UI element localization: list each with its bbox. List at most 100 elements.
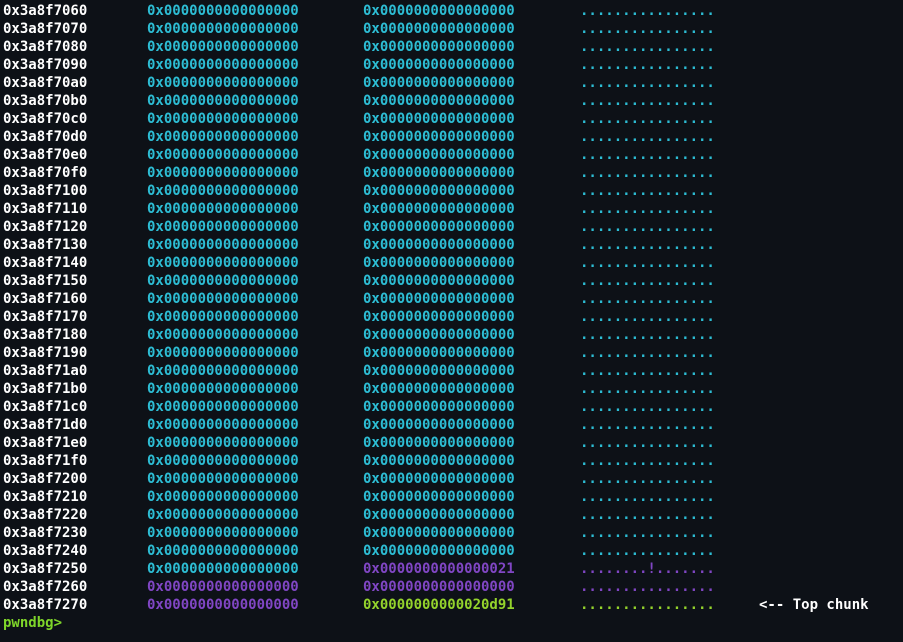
ascii-dump: ................ xyxy=(580,309,715,325)
qword-value-1: 0x0000000000000000 xyxy=(147,597,299,613)
memory-address: 0x3a8f7260 xyxy=(3,579,88,595)
ascii-dump: ................ xyxy=(580,507,715,523)
ascii-dump: ................ xyxy=(580,165,715,181)
qword-value-1: 0x0000000000000000 xyxy=(147,309,299,325)
qword-value-1: 0x0000000000000000 xyxy=(147,93,299,109)
qword-value-2: 0x0000000000000000 xyxy=(363,39,515,55)
ascii-dump: ................ xyxy=(580,597,715,613)
qword-value-2: 0x0000000000000000 xyxy=(363,201,515,217)
memory-address: 0x3a8f7120 xyxy=(3,219,88,235)
memory-address: 0x3a8f7110 xyxy=(3,201,88,217)
memory-address: 0x3a8f70c0 xyxy=(3,111,88,127)
memory-address: 0x3a8f70b0 xyxy=(3,93,88,109)
qword-value-2: 0x0000000000000000 xyxy=(363,237,515,253)
qword-value-2: 0x0000000000000000 xyxy=(363,435,515,451)
ascii-dump: ................ xyxy=(580,435,715,451)
qword-value-2: 0x0000000000000000 xyxy=(363,147,515,163)
qword-value-2: 0x0000000000000000 xyxy=(363,543,515,559)
memory-address: 0x3a8f7060 xyxy=(3,3,88,19)
qword-value-2: 0x0000000000000000 xyxy=(363,93,515,109)
qword-value-1: 0x0000000000000000 xyxy=(147,579,299,595)
qword-value-1: 0x0000000000000000 xyxy=(147,237,299,253)
memory-row: 0x3a8f70c0 0x0000000000000000 0x0000000000… xyxy=(0,110,903,128)
memory-row: 0x3a8f70d0 0x0000000000000000 0x0000000000… xyxy=(0,128,903,146)
qword-value-2: 0x0000000000000000 xyxy=(363,3,515,19)
ascii-dump: ................ xyxy=(580,219,715,235)
memory-address: 0x3a8f71b0 xyxy=(3,381,88,397)
memory-address: 0x3a8f7200 xyxy=(3,471,88,487)
qword-value-1: 0x0000000000000000 xyxy=(147,561,299,577)
ascii-dump: ................ xyxy=(580,417,715,433)
memory-row: 0x3a8f7150 0x0000000000000000 0x0000000000… xyxy=(0,272,903,290)
ascii-dump: ................ xyxy=(580,57,715,73)
qword-value-2: 0x0000000000020d91 xyxy=(363,597,515,613)
ascii-dump: ................ xyxy=(580,399,715,415)
memory-row: 0x3a8f7190 0x0000000000000000 0x0000000000… xyxy=(0,344,903,362)
ascii-dump: ................ xyxy=(580,363,715,379)
qword-value-1: 0x0000000000000000 xyxy=(147,345,299,361)
qword-value-1: 0x0000000000000000 xyxy=(147,165,299,181)
memory-row: 0x3a8f7220 0x0000000000000000 0x0000000000… xyxy=(0,506,903,524)
ascii-dump: ................ xyxy=(580,489,715,505)
ascii-dump: ................ xyxy=(580,75,715,91)
qword-value-1: 0x0000000000000000 xyxy=(147,453,299,469)
ascii-dump: ................ xyxy=(580,381,715,397)
ascii-dump: ................ xyxy=(580,201,715,217)
memory-row: 0x3a8f7060 0x0000000000000000 0x0000000000… xyxy=(0,2,903,20)
qword-value-1: 0x0000000000000000 xyxy=(147,525,299,541)
memory-address: 0x3a8f7080 xyxy=(3,39,88,55)
memory-row: 0x3a8f7180 0x0000000000000000 0x0000000000… xyxy=(0,326,903,344)
memory-row: 0x3a8f7130 0x0000000000000000 0x0000000000… xyxy=(0,236,903,254)
qword-value-1: 0x0000000000000000 xyxy=(147,489,299,505)
memory-row: 0x3a8f7230 0x0000000000000000 0x0000000000… xyxy=(0,524,903,542)
memory-row: 0x3a8f7160 0x0000000000000000 0x0000000000… xyxy=(0,290,903,308)
ascii-dump: ................ xyxy=(580,93,715,109)
memory-row: 0x3a8f7120 0x0000000000000000 0x0000000000… xyxy=(0,218,903,236)
ascii-dump: ................ xyxy=(580,129,715,145)
qword-value-2: 0x0000000000000000 xyxy=(363,471,515,487)
ascii-dump: ................ xyxy=(580,525,715,541)
memory-address: 0x3a8f70d0 xyxy=(3,129,88,145)
memory-row: 0x3a8f7200 0x0000000000000000 0x0000000000… xyxy=(0,470,903,488)
qword-value-1: 0x0000000000000000 xyxy=(147,327,299,343)
memory-row: 0x3a8f70b0 0x0000000000000000 0x0000000000… xyxy=(0,92,903,110)
ascii-dump: ................ xyxy=(580,255,715,271)
memory-address: 0x3a8f7250 xyxy=(3,561,88,577)
pwndbg-prompt: pwndbg> xyxy=(3,615,63,631)
memory-row: 0x3a8f7070 0x0000000000000000 0x0000000000… xyxy=(0,20,903,38)
memory-address: 0x3a8f7210 xyxy=(3,489,88,505)
memory-row: 0x3a8f7240 0x0000000000000000 0x0000000000… xyxy=(0,542,903,560)
memory-address: 0x3a8f7180 xyxy=(3,327,88,343)
qword-value-2: 0x0000000000000000 xyxy=(363,21,515,37)
prompt-line[interactable]: pwndbg> xyxy=(0,614,903,632)
ascii-dump: ................ xyxy=(580,579,715,595)
memory-address: 0x3a8f71c0 xyxy=(3,399,88,415)
memory-address: 0x3a8f7100 xyxy=(3,183,88,199)
memory-address: 0x3a8f7160 xyxy=(3,291,88,307)
memory-row: 0x3a8f7140 0x0000000000000000 0x0000000000… xyxy=(0,254,903,272)
qword-value-2: 0x0000000000000000 xyxy=(363,579,515,595)
qword-value-2: 0x0000000000000000 xyxy=(363,255,515,271)
ascii-dump: ................ xyxy=(580,183,715,199)
qword-value-2: 0x0000000000000000 xyxy=(363,291,515,307)
memory-row: 0x3a8f71c0 0x0000000000000000 0x0000000000… xyxy=(0,398,903,416)
qword-value-2: 0x0000000000000000 xyxy=(363,507,515,523)
memory-address: 0x3a8f7090 xyxy=(3,57,88,73)
memory-row: 0x3a8f7170 0x0000000000000000 0x0000000000… xyxy=(0,308,903,326)
ascii-dump: ................ xyxy=(580,147,715,163)
memory-address: 0x3a8f70e0 xyxy=(3,147,88,163)
ascii-dump: ................ xyxy=(580,273,715,289)
memory-address: 0x3a8f7150 xyxy=(3,273,88,289)
ascii-dump: ................ xyxy=(580,471,715,487)
memory-row: 0x3a8f7100 0x0000000000000000 0x0000000000… xyxy=(0,182,903,200)
memory-row: 0x3a8f7090 0x0000000000000000 0x0000000000… xyxy=(0,56,903,74)
qword-value-1: 0x0000000000000000 xyxy=(147,543,299,559)
qword-value-2: 0x0000000000000000 xyxy=(363,111,515,127)
qword-value-1: 0x0000000000000000 xyxy=(147,255,299,271)
memory-address: 0x3a8f7070 xyxy=(3,21,88,37)
ascii-dump: ................ xyxy=(580,3,715,19)
memory-row: 0x3a8f70f0 0x0000000000000000 0x0000000000… xyxy=(0,164,903,182)
memory-address: 0x3a8f71f0 xyxy=(3,453,88,469)
memory-address: 0x3a8f7190 xyxy=(3,345,88,361)
